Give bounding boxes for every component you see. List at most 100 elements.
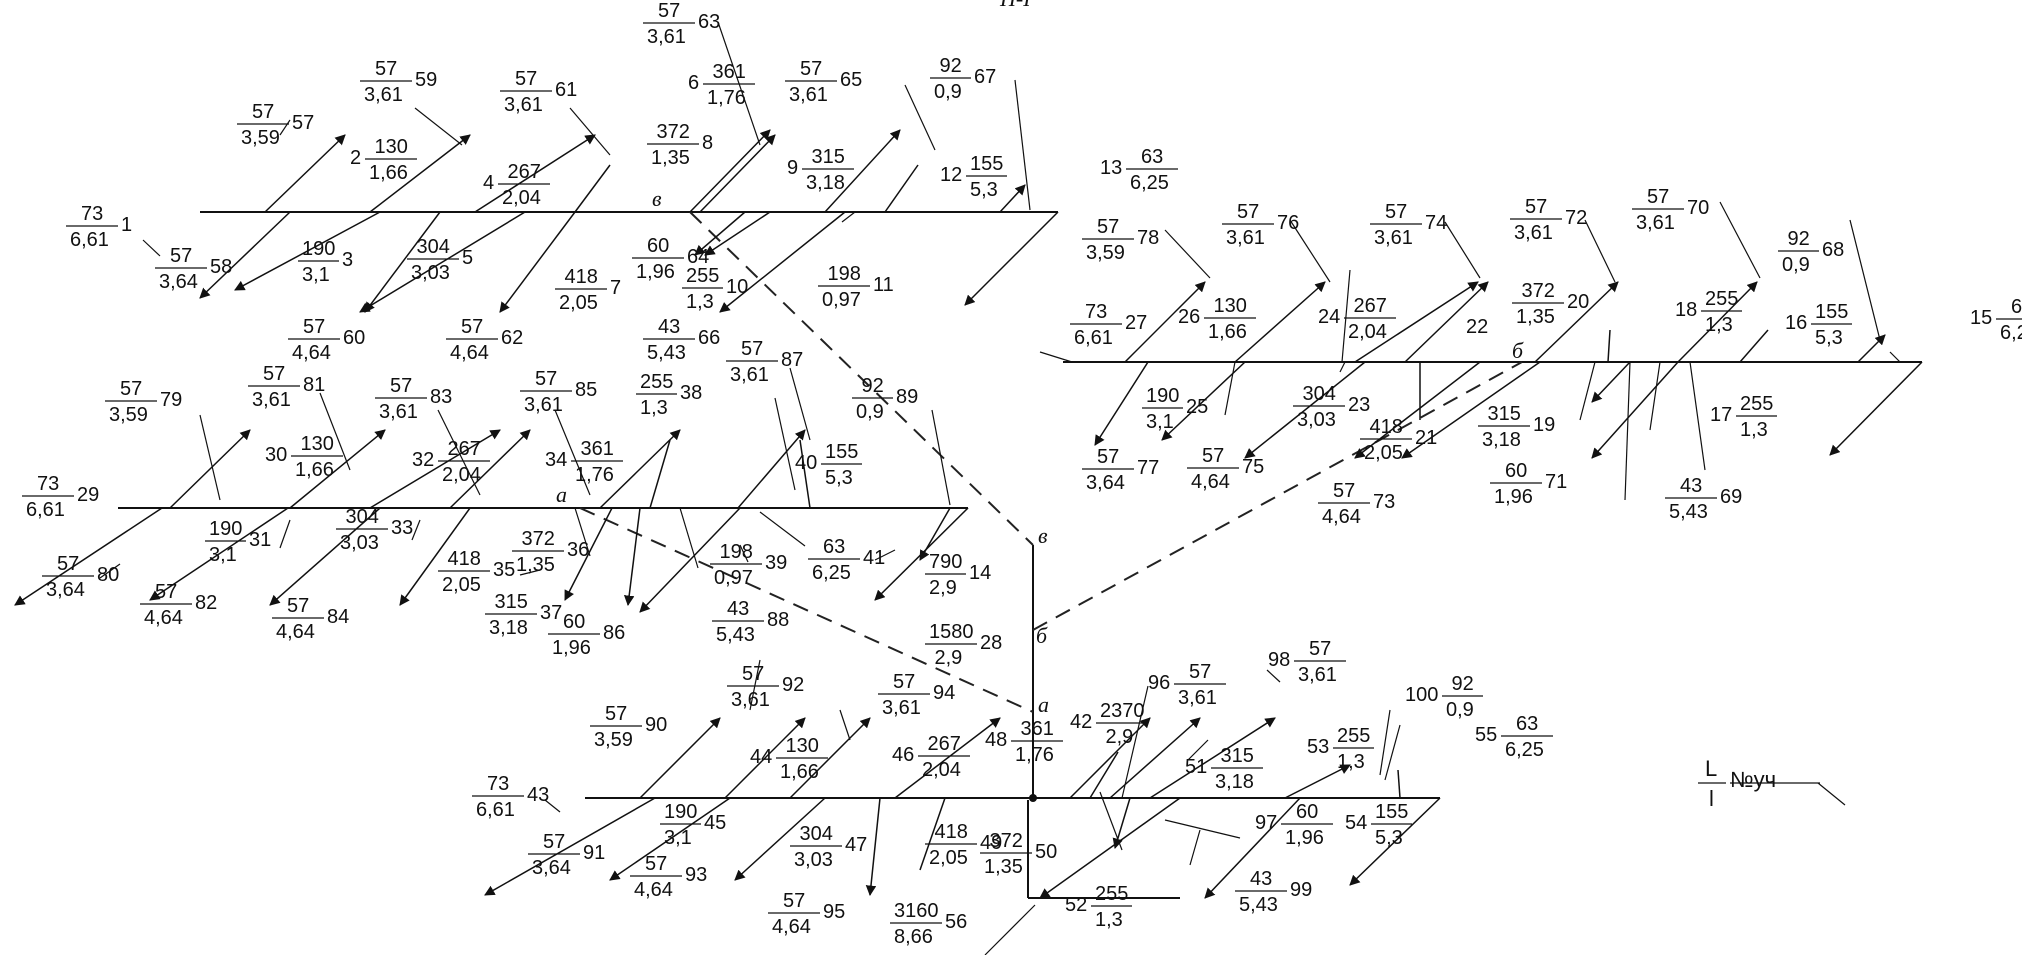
section-length: 372	[990, 830, 1023, 852]
section-value: 2,04	[1348, 321, 1387, 343]
section-label-79: 57 3,59 79	[105, 378, 182, 426]
section-value: 5,43	[1669, 501, 1708, 523]
section-length: 190	[1146, 385, 1179, 407]
section-label-31: 190 3,1 31	[205, 518, 271, 566]
section-value: 4,64	[144, 607, 183, 629]
section-label-17: 17 255 1,3	[1710, 393, 1777, 441]
section-length: 57	[543, 831, 565, 853]
section-length: 57	[515, 68, 537, 90]
section-number: 3	[342, 249, 353, 271]
section-length: 315	[1221, 745, 1254, 767]
section-number: 12	[940, 164, 962, 186]
section-length: 2370	[1100, 700, 1145, 722]
section-value: 0,9	[934, 81, 962, 103]
section-value: 3,03	[411, 262, 450, 284]
section-value: 5,43	[647, 342, 686, 364]
section-label-98: 98 57 3,61	[1268, 638, 1346, 686]
section-value: 1,35	[1516, 306, 1555, 328]
section-value: 3,18	[1482, 429, 1521, 451]
section-number: 55	[1475, 724, 1497, 746]
section-value: 5,43	[1239, 894, 1278, 916]
section-length: 73	[37, 473, 59, 495]
section-value: 3,59	[241, 127, 280, 149]
section-label-60: 57 4,64 60	[288, 316, 365, 364]
section-label-73: 57 4,64 73	[1318, 480, 1395, 528]
section-number: 95	[823, 901, 845, 923]
section-length: 57	[263, 363, 285, 385]
section-length: 57	[535, 368, 557, 390]
section-value: 6,61	[1074, 327, 1113, 349]
section-label-78: 57 3,59 78	[1082, 216, 1159, 264]
section-value: 3,61	[379, 401, 418, 423]
section-value: 1,3	[640, 397, 668, 419]
section-value: 1,3	[1740, 419, 1768, 441]
section-number: 83	[430, 386, 452, 408]
section-value: 1,66	[369, 162, 408, 184]
section-length: 267	[1354, 295, 1387, 317]
section-length: 57	[120, 378, 142, 400]
section-number: 14	[969, 562, 991, 584]
section-number: 67	[974, 66, 996, 88]
section-label-53: 53 255 1,3	[1307, 725, 1374, 773]
section-number: 97	[1255, 812, 1277, 834]
section-label-69: 43 5,43 69	[1665, 475, 1742, 523]
section-label-86: 60 1,96 86	[548, 611, 625, 659]
section-length: 63	[1516, 713, 1538, 735]
section-length: 255	[1095, 883, 1128, 905]
section-label-87: 57 3,61 87	[726, 338, 803, 386]
section-number: 43	[527, 784, 549, 806]
section-label-38: 255 1,3 38	[636, 371, 702, 419]
section-number: 60	[343, 327, 365, 349]
section-number: 38	[680, 382, 702, 404]
section-label-84: 57 4,64 84	[272, 595, 349, 643]
section-label-66: 43 5,43 66	[643, 316, 720, 364]
legend-numerator: L	[1705, 756, 1717, 781]
section-label-81: 57 3,61 81	[248, 363, 325, 411]
junction-a-riser: а	[1038, 692, 1049, 717]
section-label-80: 57 3,64 80	[42, 553, 119, 601]
section-value: 3,61	[1374, 227, 1413, 249]
section-value: 1,3	[1705, 314, 1733, 336]
section-length: 57	[1525, 196, 1547, 218]
section-number: 59	[415, 69, 437, 91]
section-value: 3,59	[1086, 242, 1125, 264]
section-label-94: 57 3,61 94	[878, 671, 955, 719]
section-label-97: 97 60 1,96	[1255, 801, 1333, 849]
section-label-82: 57 4,64 82	[140, 581, 217, 629]
section-label-83: 57 3,61 83	[375, 375, 452, 423]
section-length: 57	[303, 316, 325, 338]
section-length: 57	[1333, 480, 1355, 502]
section-value: 0,9	[1446, 699, 1474, 721]
section-value: 3,18	[489, 617, 528, 639]
section-value: 4,64	[772, 916, 811, 938]
section-number: 46	[892, 744, 914, 766]
section-number: 50	[1035, 841, 1057, 863]
section-number: 73	[1373, 491, 1395, 513]
section-value: 0,97	[714, 567, 753, 589]
section-label-34: 34 361 1,76	[545, 438, 623, 486]
section-value: 3,64	[46, 579, 85, 601]
section-label-55: 55 63 6,25	[1475, 713, 1553, 761]
section-label-12: 12 155 5,3	[940, 153, 1007, 201]
section-length: 155	[1375, 801, 1408, 823]
section-value: 3,61	[1178, 687, 1217, 709]
section-number: 15	[1970, 307, 1992, 329]
section-label-71: 60 1,96 71	[1490, 460, 1567, 508]
section-length: 57	[893, 671, 915, 693]
section-label-75: 57 4,64 75	[1187, 445, 1264, 493]
section-number: 77	[1137, 457, 1159, 479]
section-label-67: 92 0,9 67	[930, 55, 996, 103]
section-length: 57	[742, 663, 764, 685]
section-length: 57	[1385, 201, 1407, 223]
section-label-74: 57 3,61 74	[1370, 201, 1447, 249]
section-length: 255	[1740, 393, 1773, 415]
section-value: 1,96	[552, 637, 591, 659]
section-length: 315	[1488, 403, 1521, 425]
section-label-89: 92 0,9 89	[852, 375, 918, 423]
section-value: 3,18	[806, 172, 845, 194]
section-number: 8	[702, 132, 713, 154]
section-label-30: 30 130 1,66	[265, 433, 343, 481]
section-value: 0,97	[822, 289, 861, 311]
section-length: 73	[1085, 301, 1107, 323]
